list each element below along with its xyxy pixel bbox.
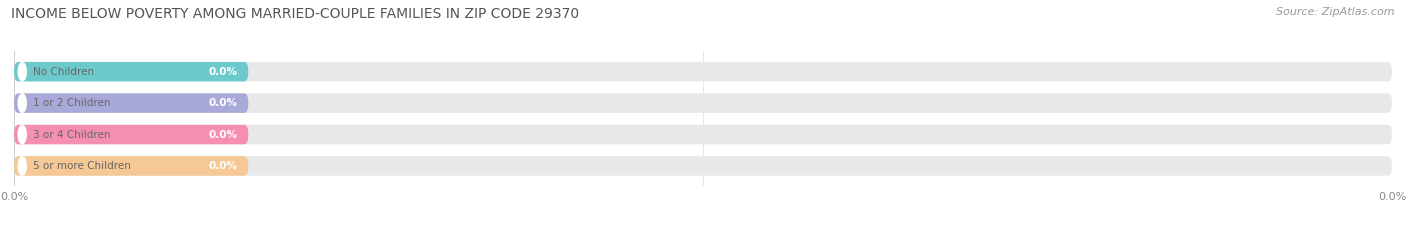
Text: Source: ZipAtlas.com: Source: ZipAtlas.com bbox=[1277, 7, 1395, 17]
FancyBboxPatch shape bbox=[14, 156, 1392, 176]
Text: 1 or 2 Children: 1 or 2 Children bbox=[34, 98, 111, 108]
Text: 5 or more Children: 5 or more Children bbox=[34, 161, 131, 171]
FancyBboxPatch shape bbox=[14, 62, 249, 81]
Text: 0.0%: 0.0% bbox=[208, 161, 238, 171]
FancyBboxPatch shape bbox=[14, 125, 249, 144]
FancyBboxPatch shape bbox=[14, 156, 249, 176]
Text: INCOME BELOW POVERTY AMONG MARRIED-COUPLE FAMILIES IN ZIP CODE 29370: INCOME BELOW POVERTY AMONG MARRIED-COUPL… bbox=[11, 7, 579, 21]
Circle shape bbox=[18, 125, 27, 144]
Circle shape bbox=[18, 157, 27, 175]
FancyBboxPatch shape bbox=[14, 93, 1392, 113]
FancyBboxPatch shape bbox=[14, 93, 249, 113]
Text: 3 or 4 Children: 3 or 4 Children bbox=[34, 130, 111, 140]
Text: 0.0%: 0.0% bbox=[208, 130, 238, 140]
Text: 0.0%: 0.0% bbox=[208, 98, 238, 108]
FancyBboxPatch shape bbox=[14, 62, 1392, 81]
Circle shape bbox=[18, 94, 27, 112]
FancyBboxPatch shape bbox=[14, 125, 1392, 144]
Text: 0.0%: 0.0% bbox=[208, 67, 238, 77]
Circle shape bbox=[18, 62, 27, 81]
Text: No Children: No Children bbox=[34, 67, 94, 77]
